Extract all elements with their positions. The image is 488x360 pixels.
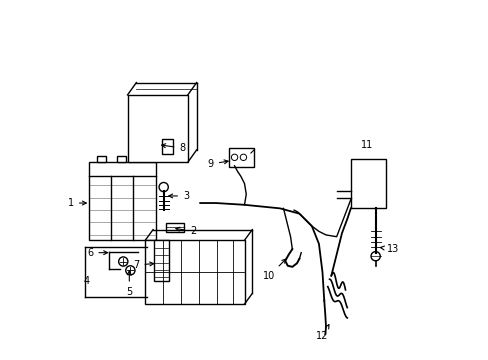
Bar [145, 240, 244, 304]
Bar [117, 156, 125, 162]
Text: 1: 1 [68, 198, 86, 208]
Circle shape [125, 266, 135, 275]
Text: 12: 12 [316, 325, 328, 341]
Text: 9: 9 [207, 159, 228, 169]
Text: 13: 13 [380, 244, 399, 254]
Bar [154, 240, 169, 281]
Bar [127, 95, 187, 162]
Text: 3: 3 [168, 191, 189, 201]
Bar [165, 222, 184, 233]
Bar [350, 159, 386, 208]
Text: 7: 7 [133, 260, 153, 270]
Text: 4: 4 [83, 276, 90, 286]
Bar [162, 139, 173, 154]
Bar [97, 156, 106, 162]
Bar [88, 162, 156, 240]
Circle shape [119, 257, 128, 266]
Circle shape [370, 252, 380, 261]
Text: 8: 8 [162, 143, 185, 153]
Text: 11: 11 [360, 140, 372, 149]
Bar [228, 148, 254, 167]
Circle shape [231, 154, 237, 161]
Text: 6: 6 [87, 248, 107, 258]
Circle shape [159, 183, 168, 192]
Text: 2: 2 [176, 226, 196, 237]
Text: 10: 10 [263, 259, 285, 281]
Text: 5: 5 [126, 271, 132, 297]
Circle shape [240, 154, 246, 161]
